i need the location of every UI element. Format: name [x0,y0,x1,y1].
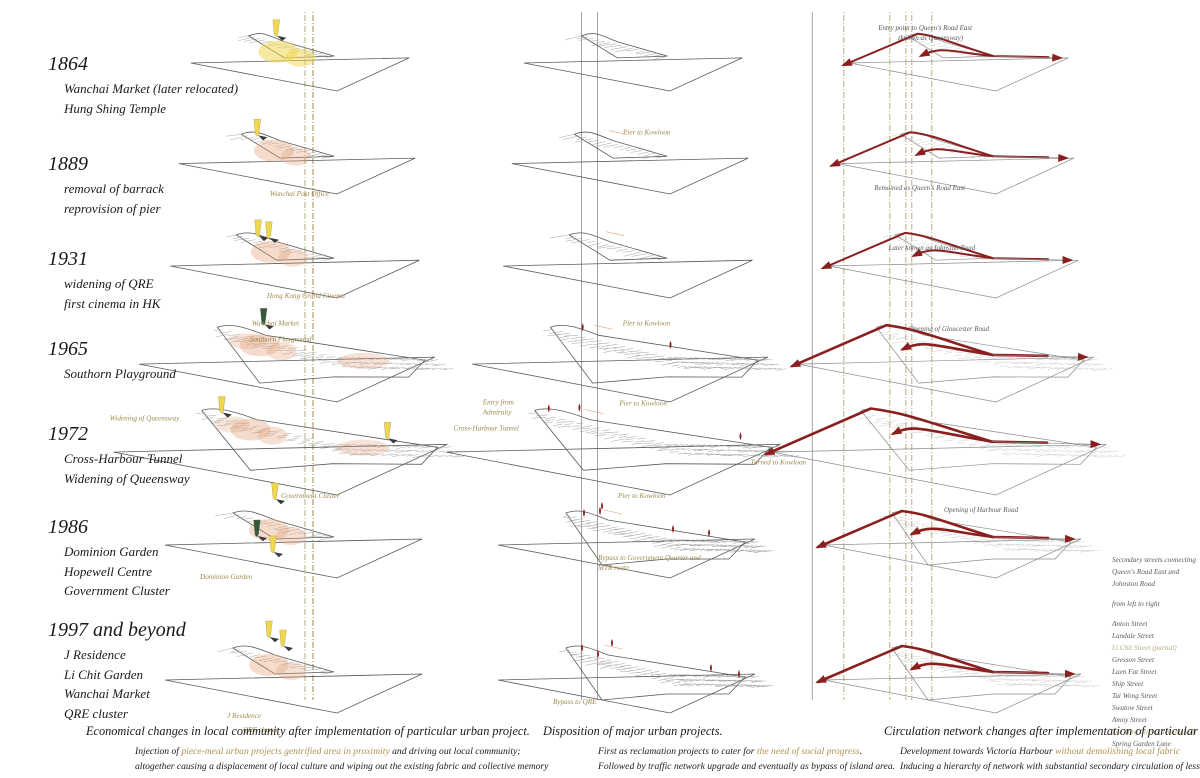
svg-text:Secondary streets connecting: Secondary streets connecting [1112,556,1196,564]
svg-text:from left to right: from left to right [1112,600,1160,608]
svg-text:Bypass to QRE: Bypass to QRE [553,698,597,706]
svg-text:Widening of Queensway: Widening of Queensway [110,415,180,423]
svg-text:J Residence: J Residence [227,712,262,720]
svg-text:Pier to Kowloon: Pier to Kowloon [618,400,667,408]
svg-text:Pier to Kowloon: Pier to Kowloon [617,492,666,500]
svg-text:Johnston Road: Johnston Road [1112,580,1155,588]
svg-text:Luen Fat Street: Luen Fat Street [1111,668,1157,676]
svg-text:Pier to Kowloon: Pier to Kowloon [622,319,671,327]
svg-text:Gresson Street: Gresson Street [1112,656,1155,664]
svg-text:Cross-Harbour Tunnel: Cross-Harbour Tunnel [454,424,519,432]
svg-text:Opening of Gloucester Road: Opening of Gloucester Road [909,325,990,333]
svg-text:(known as Queensway): (known as Queensway) [898,34,964,42]
svg-text:Hong Kong Grand Cinema: Hong Kong Grand Cinema [266,292,345,300]
svg-text:Opening of Harbour Road: Opening of Harbour Road [944,506,1019,514]
svg-text:Tai Wong Street: Tai Wong Street [1112,692,1158,700]
svg-text:Li Chit Street (partial): Li Chit Street (partial) [1111,644,1177,652]
svg-text:Southorn Playground: Southorn Playground [250,335,312,343]
svg-text:Amoy Street: Amoy Street [1111,716,1148,724]
svg-text:Bypass to Government Quarter a: Bypass to Government Quarter and [598,554,701,562]
svg-text:Dominion Garden: Dominion Garden [199,573,253,581]
svg-text:Swatow Street: Swatow Street [1112,704,1154,712]
svg-text:Wanchai Market: Wanchai Market [252,319,300,327]
svg-text:Remained as Queen's Road East: Remained as Queen's Road East [873,184,966,192]
svg-text:Ship Street: Ship Street [1112,680,1144,688]
svg-text:Wanchai Post Office: Wanchai Post Office [270,190,330,198]
svg-text:Queen's Road East and: Queen's Road East and [1112,568,1180,576]
svg-text:Admiralty: Admiralty [482,409,513,417]
svg-text:Government Cluster: Government Cluster [281,492,340,500]
svg-text:Pier to Kowloon: Pier to Kowloon [622,129,671,137]
svg-text:Turned to Kowloon: Turned to Kowloon [751,458,807,466]
svg-text:Anton Street: Anton Street [1111,620,1148,628]
svg-text:Entry from: Entry from [482,399,514,407]
svg-text:MTR route: MTR route [597,564,630,572]
svg-text:Landale Street: Landale Street [1111,632,1155,640]
svg-text:Later known as Johnston Road: Later known as Johnston Road [888,244,976,252]
svg-text:Entry point to Queen's Road Ea: Entry point to Queen's Road East [877,24,973,32]
